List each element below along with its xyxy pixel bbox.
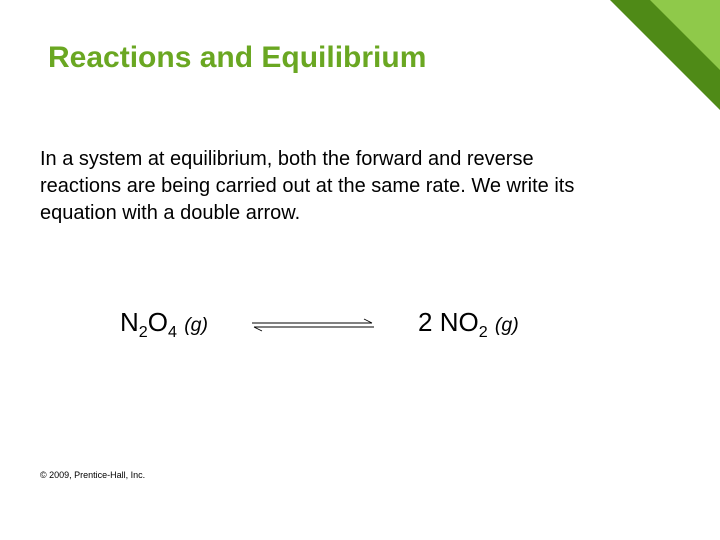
reactant-el1: N xyxy=(120,307,139,337)
equilibrium-arrow-icon xyxy=(248,318,378,332)
product-state: (g) xyxy=(495,314,519,336)
reactant-sub1: 2 xyxy=(139,323,148,341)
product-el: NO xyxy=(440,307,479,337)
product-species: 2 NO2 (g) xyxy=(418,307,519,342)
slide: Reactions and Equilibrium In a system at… xyxy=(0,0,720,540)
reactant-el2: O xyxy=(148,307,168,337)
reactant-species: N2O4 (g) xyxy=(120,307,208,342)
reactant-state: (g) xyxy=(184,314,208,336)
reactant-sub2: 4 xyxy=(168,323,177,341)
chemical-equation: N2O4 (g) 2 NO2 (g) xyxy=(120,307,680,342)
product-sub1: 2 xyxy=(479,323,488,341)
corner-accent-icon xyxy=(550,0,720,170)
body-paragraph: In a system at equilibrium, both the for… xyxy=(40,146,600,227)
product-coef: 2 xyxy=(418,307,440,337)
slide-title: Reactions and Equilibrium xyxy=(48,40,680,76)
copyright-text: © 2009, Prentice-Hall, Inc. xyxy=(40,470,145,480)
